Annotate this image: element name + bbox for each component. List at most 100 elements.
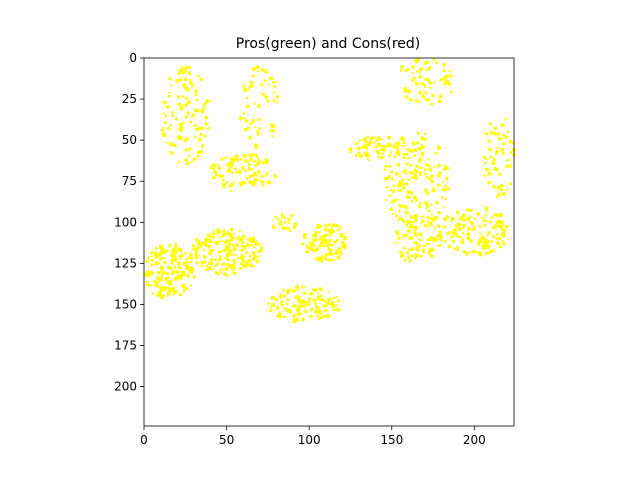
data-point [256, 178, 260, 182]
data-point [419, 201, 422, 205]
data-point [396, 183, 401, 188]
data-point [389, 170, 394, 174]
data-point [367, 159, 371, 162]
data-point [236, 236, 239, 239]
data-point [249, 157, 253, 161]
data-point [394, 142, 397, 145]
data-point [266, 302, 270, 305]
data-point [303, 234, 307, 238]
data-point [158, 292, 163, 297]
data-point [200, 260, 205, 265]
data-point [182, 272, 185, 276]
data-point [435, 61, 438, 64]
data-point [204, 115, 209, 120]
data-point [397, 209, 401, 212]
data-point [394, 241, 397, 245]
data-point [354, 153, 359, 158]
data-point [225, 253, 230, 258]
data-point [419, 171, 423, 174]
data-point [336, 299, 340, 303]
data-point [291, 305, 295, 309]
data-point [180, 104, 184, 108]
data-point [462, 250, 466, 254]
data-point [432, 236, 436, 241]
data-point [224, 156, 228, 160]
data-point [288, 288, 292, 292]
data-point [504, 135, 508, 140]
data-point [325, 309, 329, 312]
data-point [184, 66, 188, 71]
data-point [491, 161, 496, 166]
data-point [256, 170, 261, 174]
data-point [281, 225, 286, 230]
data-point [428, 167, 432, 172]
data-point [266, 99, 270, 103]
data-point [242, 245, 247, 250]
data-point [146, 283, 149, 286]
data-point [228, 248, 231, 251]
data-point [402, 235, 406, 239]
data-point [412, 195, 417, 200]
data-point [320, 297, 324, 302]
data-point [256, 250, 260, 253]
data-point [472, 225, 475, 229]
data-point [190, 271, 194, 274]
data-point [195, 261, 199, 265]
data-point [268, 76, 273, 81]
data-point [177, 127, 182, 132]
data-point [419, 232, 423, 236]
data-point [241, 181, 246, 185]
data-point [335, 238, 339, 242]
data-point [483, 223, 487, 227]
data-point [486, 234, 489, 237]
data-point [204, 122, 208, 126]
data-point [151, 292, 154, 295]
data-point [429, 217, 433, 220]
data-point [251, 67, 256, 72]
data-point [432, 165, 435, 169]
data-point [489, 220, 492, 224]
data-point [404, 68, 408, 73]
data-point [423, 133, 427, 136]
data-points [142, 58, 516, 324]
data-point [197, 127, 202, 131]
data-point [267, 181, 271, 185]
data-point [245, 176, 249, 180]
data-point [471, 228, 474, 231]
data-point [145, 259, 150, 264]
data-point [415, 169, 419, 174]
data-point [168, 76, 172, 81]
data-point [327, 297, 332, 301]
data-point [441, 196, 444, 200]
data-point [195, 108, 200, 113]
data-point [310, 307, 314, 311]
data-point [174, 289, 178, 293]
data-point [396, 232, 400, 236]
data-point [178, 122, 183, 127]
data-point [361, 145, 365, 149]
data-point [449, 220, 453, 223]
data-point [409, 163, 413, 167]
data-point [417, 204, 422, 209]
data-point [172, 292, 176, 296]
data-point [232, 258, 236, 262]
data-point [156, 276, 160, 280]
data-point [337, 250, 342, 254]
data-point [186, 273, 191, 278]
data-point [323, 224, 327, 227]
data-point [262, 93, 267, 97]
data-point [394, 214, 399, 218]
data-point [263, 79, 267, 83]
data-point [402, 186, 406, 190]
data-point [157, 285, 161, 289]
data-point [297, 310, 300, 313]
data-point [198, 137, 202, 142]
data-point [165, 141, 169, 144]
data-point [224, 273, 229, 277]
data-point [313, 233, 318, 238]
x-axis: 0 50 100 150 200 [140, 426, 486, 447]
data-point [247, 167, 252, 171]
data-point [238, 116, 243, 121]
data-point [418, 70, 422, 74]
